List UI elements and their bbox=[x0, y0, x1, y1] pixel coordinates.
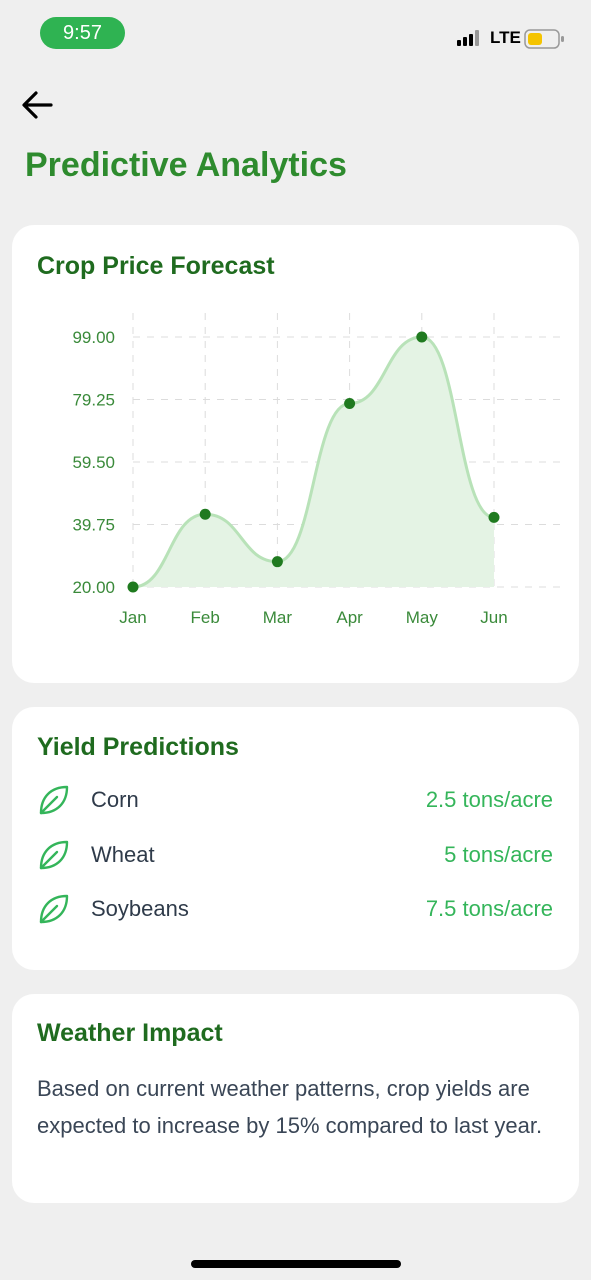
leaf-icon bbox=[39, 785, 69, 815]
yield-row-corn: Corn 2.5 tons/acre bbox=[37, 781, 553, 821]
data-point-feb bbox=[199, 508, 211, 520]
weather-card-title: Weather Impact bbox=[37, 1019, 223, 1047]
x-tick-label: Jun bbox=[480, 608, 507, 627]
crop-price-card: 99.00 79.25 59.50 39.75 20.00 Jan Feb Mar Apr May… bbox=[12, 225, 579, 683]
leaf-icon bbox=[39, 840, 69, 870]
y-tick-label: 99.00 bbox=[72, 328, 115, 347]
y-tick-label: 39.75 bbox=[72, 516, 115, 535]
crop-name: Soybeans bbox=[91, 896, 189, 921]
series-line bbox=[132, 335, 495, 589]
yield-card-title: Yield Predictions bbox=[37, 733, 239, 761]
area-fill bbox=[133, 337, 494, 587]
yield-row-soybeans: Soybeans 7.5 tons/acre bbox=[37, 890, 553, 930]
yield-row-wheat: Wheat 5 tons/acre bbox=[37, 836, 553, 876]
home-indicator bbox=[191, 1260, 401, 1268]
battery-icon bbox=[524, 29, 564, 49]
y-tick-label: 59.50 bbox=[72, 453, 115, 472]
data-point-jan bbox=[127, 581, 139, 593]
x-tick-label: Feb bbox=[191, 608, 220, 627]
yield-predictions-card: Yield Predictions Corn 2.5 tons/acre Whe… bbox=[12, 707, 579, 970]
leaf-icon bbox=[39, 894, 69, 924]
y-tick-label: 20.00 bbox=[72, 578, 115, 597]
network-label: LTE bbox=[490, 28, 521, 47]
x-tick-label: Jan bbox=[119, 608, 146, 627]
data-point-mar bbox=[271, 556, 283, 568]
y-tick-label: 79.25 bbox=[72, 391, 115, 410]
weather-impact-text: Based on current weather patterns, crop … bbox=[37, 1076, 543, 1138]
crop-name: Wheat bbox=[91, 842, 155, 867]
crop-yield-value: 2.5 tons/acre bbox=[425, 787, 553, 812]
data-point-may bbox=[416, 331, 428, 343]
x-tick-label: Apr bbox=[336, 608, 363, 627]
weather-impact-card: Weather Impact Based on current weather … bbox=[12, 994, 579, 1203]
crop-yield-value: 5 tons/acre bbox=[444, 842, 553, 867]
signal-icon bbox=[457, 30, 479, 46]
chart-card-title: Crop Price Forecast bbox=[37, 252, 275, 280]
crop-yield-value: 7.5 tons/acre bbox=[425, 896, 553, 921]
data-point-jun bbox=[488, 511, 500, 523]
x-tick-label: Mar bbox=[263, 608, 293, 627]
arrow-left-icon[interactable] bbox=[20, 88, 54, 122]
status-bar: 9:57 LTE bbox=[0, 0, 591, 70]
crop-name: Corn bbox=[91, 787, 139, 812]
page-title: Predictive Analytics bbox=[25, 146, 347, 184]
data-point-apr bbox=[344, 397, 356, 409]
x-tick-label: May bbox=[406, 608, 439, 627]
status-time: 9:57 bbox=[40, 17, 125, 49]
